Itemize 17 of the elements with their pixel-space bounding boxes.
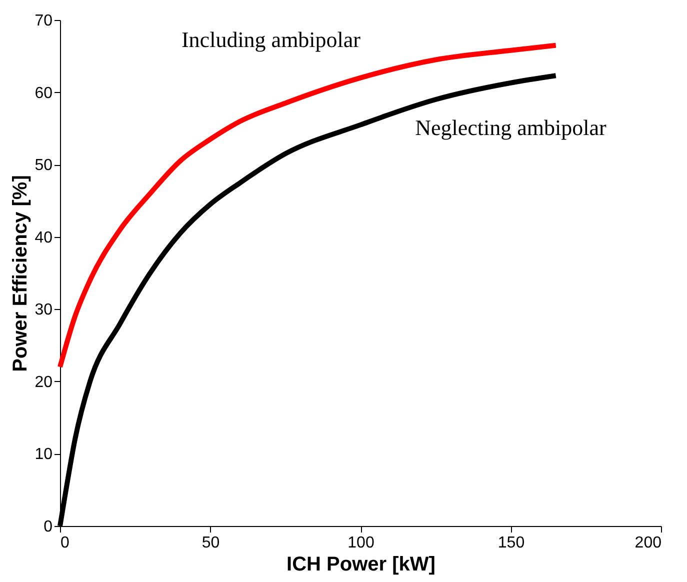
y-tick-label: 70 (34, 12, 53, 30)
y-tick-label: 60 (34, 84, 53, 102)
series-label: Neglecting ambipolar (415, 114, 608, 140)
x-tick-label: 100 (348, 534, 374, 552)
x-axis-title: ICH Power [kW] (286, 554, 436, 576)
y-tick-label: 20 (34, 374, 53, 391)
x-tick-label: 0 (60, 534, 70, 552)
x-tick-label: 200 (634, 534, 662, 552)
x-tick-label: 150 (498, 534, 525, 552)
y-tick-label: 0 (44, 518, 53, 536)
y-tick-label: 10 (34, 446, 53, 464)
x-tick-label: 50 (202, 534, 220, 552)
y-tick-label: 50 (34, 157, 53, 174)
y-tick-label: 30 (34, 302, 53, 319)
y-tick-label: 40 (34, 229, 53, 246)
series-label: Including ambipolar (181, 26, 362, 52)
y-axis-title: Power Efficiency [%] (10, 175, 32, 372)
